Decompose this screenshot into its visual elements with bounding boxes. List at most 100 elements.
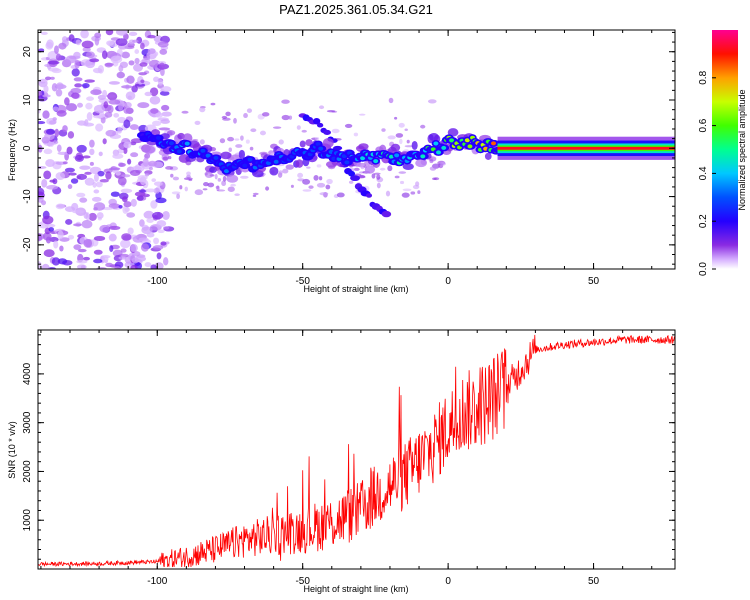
heatmap-blob — [394, 175, 400, 179]
y-tick-label: -10 — [22, 189, 33, 204]
snr-plot-area — [38, 334, 675, 568]
heatmap-blob — [216, 185, 220, 192]
heatmap-blob — [57, 258, 68, 265]
heatmap-blob — [316, 182, 326, 188]
heatmap-blob — [101, 255, 111, 259]
heatmap-blob — [322, 137, 334, 148]
heatmap-blob — [115, 38, 128, 47]
heatmap-blob — [120, 248, 127, 253]
heatmap-blob — [43, 249, 55, 258]
heatmap-blob — [95, 181, 103, 188]
colorbar-tick-label: 0.2 — [698, 214, 709, 228]
heatmap-blob — [110, 191, 120, 197]
heatmap-blob — [127, 158, 132, 165]
heatmap-blob — [364, 165, 376, 174]
heatmap-blob — [93, 189, 100, 194]
heatmap-blob — [121, 85, 133, 89]
heatmap-blob — [227, 136, 235, 142]
heatmap-blob — [160, 241, 167, 246]
heatmap-blob — [113, 112, 120, 118]
heatmap-blob — [385, 190, 391, 197]
heatmap-blob — [388, 97, 394, 104]
heatmap-blob — [140, 42, 145, 50]
heatmap-blob — [83, 211, 89, 219]
heatmap-blob — [138, 72, 147, 76]
heatmap-blob — [169, 141, 175, 146]
heatmap-blob — [297, 172, 304, 178]
heatmap-blob — [230, 183, 237, 187]
heatmap-blob — [387, 135, 396, 140]
heatmap-blob — [88, 212, 97, 221]
heatmap-blob — [43, 85, 49, 93]
heatmap-blob — [76, 259, 88, 264]
heatmap-blob — [411, 140, 418, 150]
heatmap-blob — [143, 145, 156, 154]
heatmap-blob — [250, 128, 257, 133]
heatmap-blob — [91, 196, 102, 202]
heatmap-blob — [152, 211, 164, 220]
heatmap-blob — [120, 239, 131, 249]
heatmap-blob — [323, 129, 331, 135]
heatmap-blob — [147, 160, 157, 167]
heatmap-blob — [221, 115, 228, 119]
heatmap-blob — [315, 141, 321, 146]
heatmap-blob — [118, 256, 126, 260]
heatmap-blob — [184, 141, 190, 146]
heatmap-blob — [153, 35, 163, 43]
heatmap-blob — [249, 146, 254, 151]
heatmap-blob — [252, 192, 259, 196]
heatmap-blob — [126, 212, 136, 218]
heatmap-blob — [168, 155, 172, 160]
heatmap-blob — [41, 263, 50, 269]
heatmap-blob — [199, 139, 205, 145]
heatmap-blob — [105, 171, 112, 180]
heatmap-blob — [394, 153, 400, 158]
heatmap-blob — [262, 112, 270, 117]
heatmap-blob — [302, 178, 311, 185]
heatmap-blob — [225, 111, 231, 117]
heatmap-blob — [109, 245, 114, 253]
heatmap-blob — [214, 173, 218, 180]
heatmap-blob — [57, 151, 69, 155]
heatmap-blob — [234, 138, 240, 141]
y-tick-label: 1000 — [22, 509, 33, 532]
heatmap-blob — [401, 192, 410, 198]
heatmap-blob — [76, 144, 87, 153]
heatmap-blob — [105, 262, 114, 268]
heatmap-blob — [252, 165, 258, 170]
heatmap-blob — [163, 257, 169, 266]
heatmap-blob — [150, 107, 159, 114]
heatmap-blob — [467, 144, 473, 149]
heatmap-blob — [61, 36, 68, 43]
heatmap-blob — [278, 139, 284, 145]
heatmap-blob — [55, 82, 64, 90]
heatmap-blob — [484, 152, 492, 160]
heatmap-blob — [156, 220, 167, 227]
colorbar-tick-label: 0.0 — [698, 262, 709, 276]
spectrogram-ylabel: Frequency (Hz) — [7, 119, 17, 181]
heatmap-blob — [134, 191, 146, 197]
heatmap-blob — [130, 244, 138, 253]
heatmap-blob — [43, 170, 52, 180]
heatmap-blob — [52, 178, 58, 185]
heatmap-blob — [62, 161, 68, 165]
heatmap-blob — [118, 103, 124, 111]
heatmap-blob — [144, 173, 150, 177]
heatmap-blob — [301, 129, 307, 133]
heatmap-blob — [207, 182, 215, 188]
heatmap-blob — [59, 245, 64, 252]
heatmap-blob — [74, 59, 80, 69]
heatmap-blob — [106, 94, 116, 98]
heatmap-blob — [155, 112, 164, 118]
heatmap-blob — [58, 42, 67, 50]
heatmap-blob — [92, 115, 105, 119]
heatmap-blob — [95, 123, 104, 132]
heatmap-blob — [176, 193, 180, 200]
heatmap-blob — [50, 76, 55, 80]
heatmap-blob — [81, 40, 94, 49]
heatmap-blob — [151, 178, 157, 183]
heatmap-blob — [45, 236, 51, 244]
heatmap-blob — [143, 210, 154, 219]
heatmap-blob — [52, 117, 57, 121]
